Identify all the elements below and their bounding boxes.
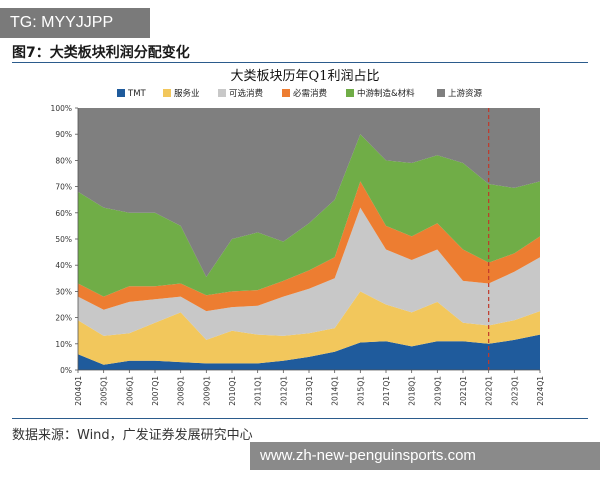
source-divider	[12, 418, 588, 419]
y-tick-label: 20%	[55, 314, 72, 323]
legend-label: TMT	[127, 89, 147, 99]
legend-label: 中游制造&材料	[357, 88, 415, 99]
x-tick-label: 2021Q1	[459, 376, 468, 406]
legend: TMT 服务业 可选消费 必需消费 中游制造&材料 上游资源	[117, 88, 483, 99]
legend-swatch	[282, 89, 290, 97]
x-tick-label: 2011Q1	[254, 376, 263, 406]
legend-item-0: TMT	[117, 89, 147, 99]
y-tick-label: 90%	[55, 130, 72, 139]
area-series-1	[78, 291, 540, 365]
legend-item-4: 中游制造&材料	[346, 88, 415, 99]
x-tick-label: 2018Q1	[408, 376, 417, 406]
legend-item-5: 上游资源	[437, 88, 483, 99]
legend-item-3: 必需消费	[282, 88, 328, 99]
area-series-0	[78, 334, 540, 370]
y-tick-label: 0%	[60, 366, 72, 375]
x-tick-label: 2013Q1	[305, 376, 314, 406]
watermark-banner: www.zh-new-penguinsports.com	[250, 442, 600, 470]
figure-title: 图7：大类板块利润分配变化	[12, 45, 190, 61]
axes: 0% 10% 20% 30% 40% 50% 60% 70% 80% 90% 100% 2004Q1 2…	[51, 104, 545, 406]
x-tick-label: 2019Q1	[433, 376, 442, 406]
x-tick-label: 2010Q1	[228, 376, 237, 406]
legend-swatch	[218, 89, 226, 97]
legend-swatch	[117, 89, 125, 97]
chart-title: 大类板块历年Q1利润占比	[231, 69, 380, 84]
stacked-area-chart: 大类板块历年Q1利润占比 TMT 服务业 可选消费 必需消费 中游制造&材料 上游资源 0…	[51, 69, 545, 406]
y-tick-label: 70%	[55, 183, 72, 192]
x-tick-label: 2023Q1	[510, 376, 519, 406]
y-tick-label: 80%	[55, 156, 72, 165]
x-tick-label: 2015Q1	[356, 376, 365, 406]
x-tick-label: 2005Q1	[100, 376, 109, 406]
legend-item-1: 服务业	[163, 88, 200, 99]
y-tick-label: 40%	[55, 261, 72, 270]
y-tick-label: 60%	[55, 209, 72, 218]
legend-swatch	[437, 89, 445, 97]
x-tick-label: 2012Q1	[279, 376, 288, 406]
y-tick-label: 30%	[55, 287, 72, 296]
y-tick-label: 100%	[51, 104, 72, 113]
area-series-3	[78, 181, 540, 312]
area-series-5	[78, 108, 540, 277]
x-tick-label: 2024Q1	[536, 376, 545, 406]
tg-badge: TG: MYYJJPP	[0, 8, 150, 38]
x-tick-label: 2014Q1	[331, 376, 340, 406]
title-divider	[12, 62, 588, 63]
x-tick-label: 2008Q1	[177, 376, 186, 406]
legend-label: 上游资源	[448, 88, 483, 99]
y-tick-label: 10%	[55, 340, 72, 349]
x-tick-label: 2022Q1	[485, 376, 494, 406]
x-tick-label: 2004Q1	[74, 376, 83, 406]
x-tick-label: 2009Q1	[202, 376, 211, 406]
source-note: 数据来源：Wind，广发证券发展研究中心	[12, 428, 253, 443]
legend-swatch	[163, 89, 171, 97]
legend-label: 服务业	[174, 88, 200, 99]
x-tick-label: 2017Q1	[382, 376, 391, 406]
y-tick-label: 50%	[55, 235, 72, 244]
area-series-4	[78, 134, 540, 297]
area-series-2	[78, 207, 540, 340]
legend-label: 可选消费	[229, 88, 264, 99]
legend-swatch	[346, 89, 354, 97]
area-layer	[78, 108, 540, 370]
x-tick-label: 2007Q1	[151, 376, 160, 406]
x-tick-label: 2006Q1	[125, 376, 134, 406]
legend-item-2: 可选消费	[218, 88, 264, 99]
legend-label: 必需消费	[293, 88, 328, 99]
